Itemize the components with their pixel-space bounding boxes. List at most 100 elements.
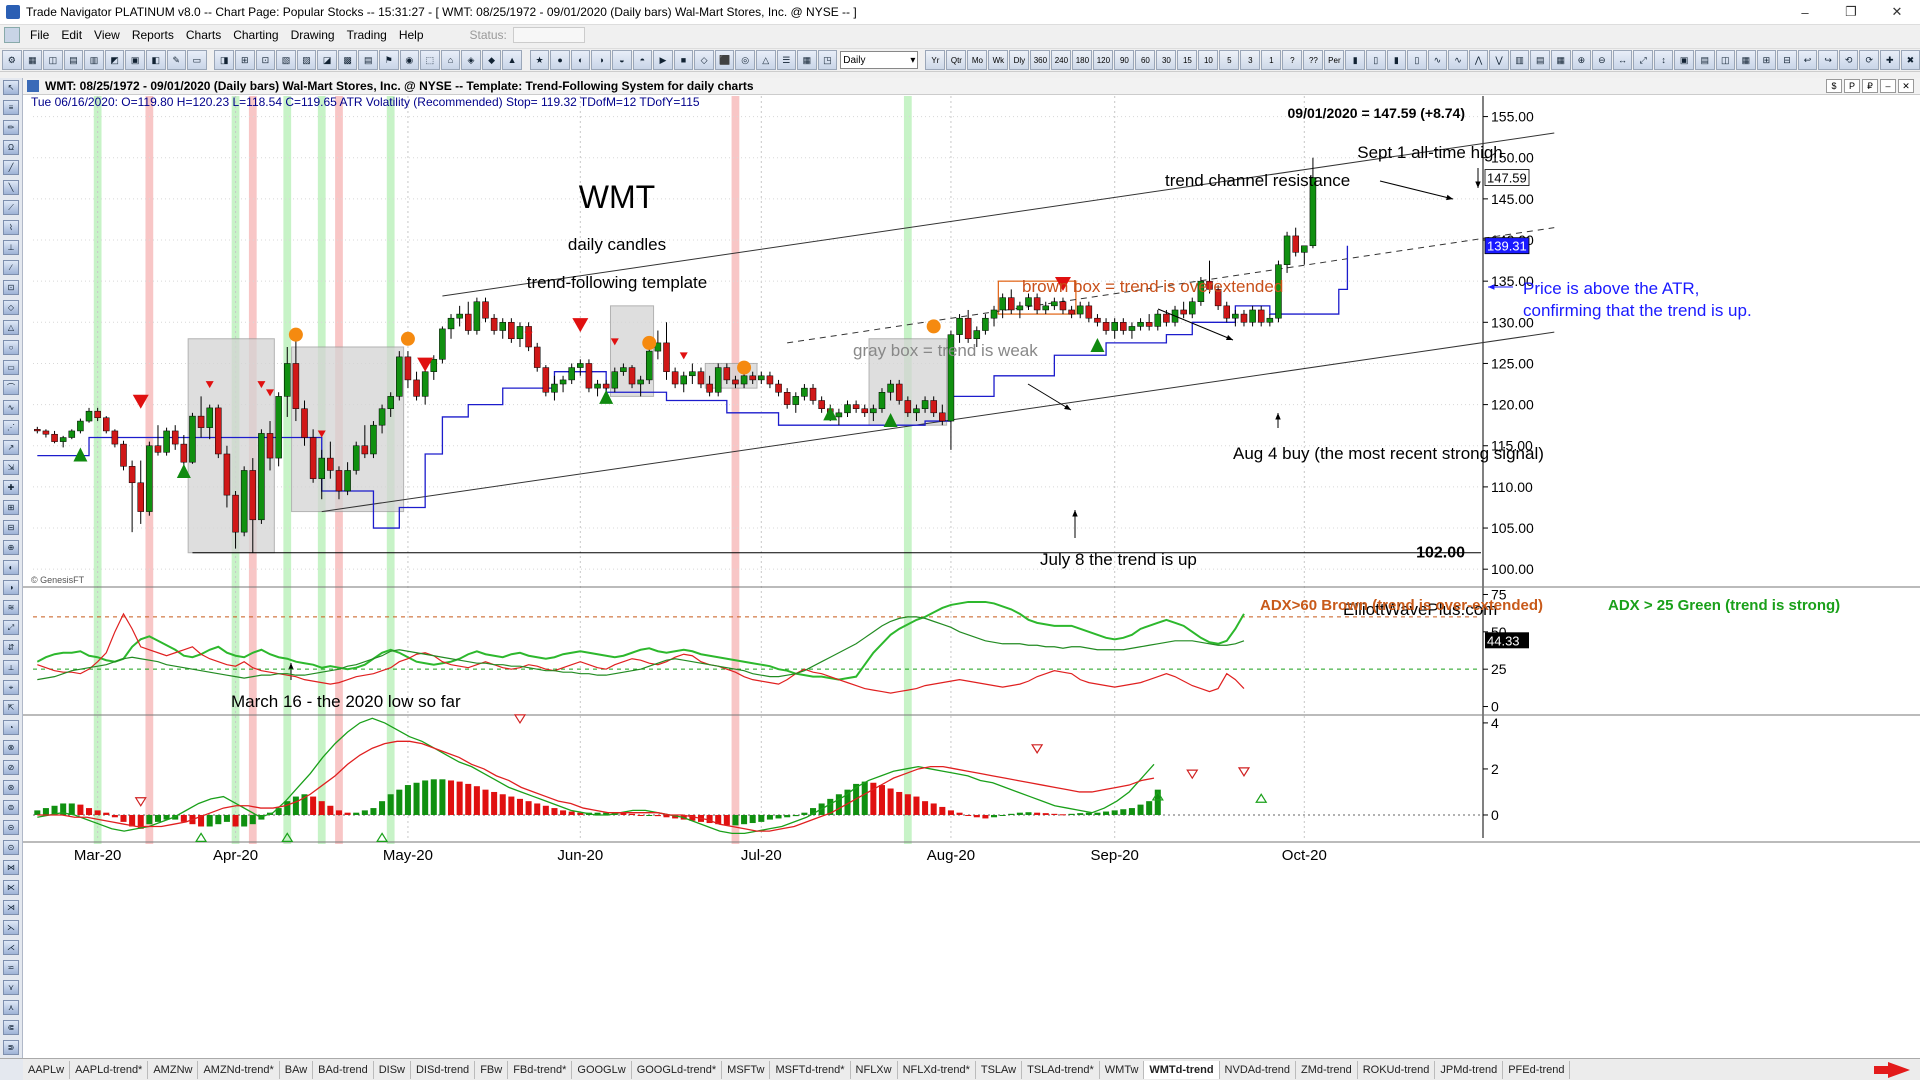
drawing-tool-11-icon[interactable]: ◇	[3, 300, 19, 315]
split-tool-icon[interactable]: ◧	[145, 50, 166, 70]
close-button[interactable]: ✕	[1891, 4, 1903, 19]
period-select[interactable]: Daily ▾	[840, 51, 919, 69]
period-button-7[interactable]: 180	[1072, 50, 1093, 70]
list2-tool-icon[interactable]: ▤	[358, 50, 378, 70]
period-button-15[interactable]: 3	[1240, 50, 1261, 70]
tab-aaplw[interactable]: AAPLw	[23, 1061, 71, 1079]
period-button-0[interactable]: Yr	[925, 50, 946, 70]
chart-style-15-icon[interactable]: ↕	[1653, 50, 1674, 70]
drawing-tool-38-icon[interactable]: ⊙	[3, 840, 19, 855]
chart-style-12-icon[interactable]: ⊖	[1592, 50, 1612, 70]
triangle-tool-icon[interactable]: ▲	[502, 50, 522, 70]
mesh-tool-icon[interactable]: ▩	[337, 50, 358, 70]
drawing-tool-45-icon[interactable]: ⋎	[3, 980, 19, 995]
tab-fbd-trend[interactable]: FBd-trend*	[508, 1061, 573, 1079]
drawing-tool-37-icon[interactable]: ⊝	[3, 820, 19, 835]
tab-bad-trend[interactable]: BAd-trend	[313, 1061, 374, 1079]
window-tool-icon[interactable]: ◳	[817, 50, 838, 70]
pencil-tool-icon[interactable]: ✎	[166, 50, 187, 70]
drawing-tool-44-icon[interactable]: ⋍	[3, 960, 19, 975]
dot-tool-icon[interactable]: ●	[550, 50, 570, 70]
chart-style-13-icon[interactable]: ↔	[1612, 50, 1633, 70]
diamond-tool-icon[interactable]: ◈	[461, 50, 481, 70]
tab-rokud-trend[interactable]: ROKUd-trend	[1358, 1061, 1436, 1079]
menu-drawing[interactable]: Drawing	[290, 28, 335, 42]
plus-box-tool-icon[interactable]: ⊞	[235, 50, 255, 70]
drawing-tool-18-icon[interactable]: ↗	[3, 440, 19, 455]
period-button-2[interactable]: Mo	[967, 50, 988, 70]
drawing-tool-43-icon[interactable]: ⋌	[3, 940, 19, 955]
drawing-tool-16-icon[interactable]: ∿	[3, 400, 19, 415]
menu-edit[interactable]: Edit	[61, 28, 83, 42]
triangle-outline-tool-icon[interactable]: △	[755, 50, 776, 70]
tab-tslaw[interactable]: TSLAw	[976, 1061, 1023, 1079]
drawing-tool-2-icon[interactable]: ✏	[3, 120, 19, 135]
chart-minimize-button[interactable]: –	[1880, 79, 1896, 93]
settings-tool-icon[interactable]: ⚙	[2, 50, 22, 70]
chart-style-0-icon[interactable]: ▮	[1345, 50, 1365, 70]
target-tool-icon[interactable]: ◎	[735, 50, 755, 70]
chart-style-17-icon[interactable]: ▤	[1694, 50, 1715, 70]
period-button-12[interactable]: 15	[1177, 50, 1198, 70]
panel-tool-icon[interactable]: ◫	[43, 50, 63, 70]
grid2-tool-icon[interactable]: ▦	[797, 50, 817, 70]
drawing-tool-42-icon[interactable]: ⋋	[3, 920, 19, 935]
tab-amznd-trend[interactable]: AMZNd-trend*	[198, 1061, 280, 1079]
chart-style-8-icon[interactable]: ▥	[1509, 50, 1530, 70]
drawing-tool-48-icon[interactable]: ⋑	[3, 1040, 19, 1055]
drawing-tool-17-icon[interactable]: ⋰	[3, 420, 19, 435]
flag-tool-icon[interactable]: ⚑	[378, 50, 399, 70]
tab-nflxd-trend[interactable]: NFLXd-trend*	[898, 1061, 976, 1079]
chart-style-2-icon[interactable]: ▮	[1386, 50, 1407, 70]
period-button-5[interactable]: 360	[1030, 50, 1051, 70]
drawing-tool-10-icon[interactable]: ⊡	[3, 280, 19, 295]
diamond-outline-tool-icon[interactable]: ◇	[694, 50, 714, 70]
tab-disw[interactable]: DISw	[374, 1061, 411, 1079]
tab-googld-trend[interactable]: GOOGLd-trend*	[632, 1061, 723, 1079]
hatch-tool-icon[interactable]: ▧	[276, 50, 296, 70]
period-button-1[interactable]: Qtr	[946, 50, 967, 70]
drawing-tool-30-icon[interactable]: ⌖	[3, 680, 19, 695]
chart-close-button[interactable]: ✕	[1898, 79, 1914, 93]
period-button-19[interactable]: Per	[1324, 50, 1345, 70]
drawing-tool-15-icon[interactable]: ⌒	[3, 380, 19, 395]
chart-style-23-icon[interactable]: ↪	[1818, 50, 1838, 70]
drawing-tool-6-icon[interactable]: ⟋	[3, 200, 19, 215]
frame-tool-icon[interactable]: ▣	[125, 50, 145, 70]
tab-disd-trend[interactable]: DISd-trend	[411, 1061, 476, 1079]
tab-nflxw[interactable]: NFLXw	[851, 1061, 898, 1079]
drawing-tool-14-icon[interactable]: ▭	[3, 360, 19, 375]
drawing-tool-3-icon[interactable]: Ω	[3, 140, 19, 155]
half2-tool-icon[interactable]: ◑	[591, 50, 612, 70]
play-tool-icon[interactable]: ▶	[653, 50, 673, 70]
chart-style-26-icon[interactable]: ✚	[1880, 50, 1900, 70]
chart-style-11-icon[interactable]: ⊕	[1571, 50, 1592, 70]
menu-view[interactable]: View	[94, 28, 120, 42]
tab-msftw[interactable]: MSFTw	[722, 1061, 771, 1079]
period-button-8[interactable]: 120	[1093, 50, 1114, 70]
chart-canvas[interactable]: 100.00 105.00 110.00 115.00 120.00 125.00 130.…	[23, 78, 1920, 1058]
chart-style-25-icon[interactable]: ⟳	[1859, 50, 1880, 70]
chart-style-27-icon[interactable]: ✖	[1900, 50, 1920, 70]
drawing-tool-39-icon[interactable]: ⋈	[3, 860, 19, 875]
drawing-tool-20-icon[interactable]: ✚	[3, 480, 19, 495]
layout-tool-icon[interactable]: ◩	[104, 50, 125, 70]
period-button-18[interactable]: ??	[1303, 50, 1324, 70]
tab-amznw[interactable]: AMZNw	[148, 1061, 199, 1079]
drawing-tool-31-icon[interactable]: ⇱	[3, 700, 19, 715]
drawing-tool-19-icon[interactable]: ⇲	[3, 460, 19, 475]
minimize-button[interactable]: –	[1801, 4, 1809, 20]
chart-style-20-icon[interactable]: ⊞	[1756, 50, 1777, 70]
star-tool-icon[interactable]: ★	[529, 50, 550, 70]
drawing-tool-35-icon[interactable]: ⊛	[3, 780, 19, 795]
columns-tool-icon[interactable]: ▥	[84, 50, 104, 70]
chart-style-7-icon[interactable]: ⋁	[1489, 50, 1509, 70]
menu-file[interactable]: File	[30, 28, 50, 42]
period-button-9[interactable]: 90	[1114, 50, 1135, 70]
drawing-tool-1-icon[interactable]: ≡	[3, 100, 19, 115]
drawing-tool-33-icon[interactable]: ⊗	[3, 740, 19, 755]
period-button-4[interactable]: Dly	[1009, 50, 1030, 70]
chart-style-18-icon[interactable]: ◫	[1715, 50, 1736, 70]
drawing-tool-29-icon[interactable]: ⟂	[3, 660, 19, 675]
menu-help[interactable]: Help	[398, 28, 424, 42]
